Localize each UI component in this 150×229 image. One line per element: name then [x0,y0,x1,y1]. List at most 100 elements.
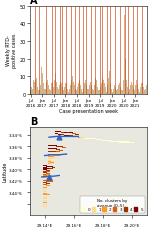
Bar [57,87,58,94]
Bar [50,145,54,146]
Bar [84,138,88,139]
Bar [40,86,41,94]
Bar [60,82,61,94]
Bar [127,87,128,94]
Bar [48,156,51,157]
Bar [81,89,82,94]
Bar [78,137,82,138]
Bar [55,74,56,94]
Bar [117,89,118,94]
Bar [34,82,35,94]
Bar [86,86,87,94]
Bar [122,91,123,94]
Bar [116,141,120,142]
Bar [59,86,60,94]
Bar [46,82,47,94]
Bar [43,187,47,188]
Bar [48,159,51,160]
Bar [95,79,96,94]
Bar [87,138,91,139]
Bar [50,162,54,164]
Bar [108,140,111,141]
Bar [84,84,85,94]
Bar [126,80,127,94]
Bar [98,91,99,94]
Bar [43,182,47,183]
Bar [48,160,51,161]
Bar [128,93,129,94]
Bar [72,136,76,138]
Bar [89,86,90,94]
Bar [44,89,45,94]
Bar [82,93,83,94]
Bar [52,167,56,168]
Bar [48,148,51,149]
Bar [58,91,59,94]
Bar [53,146,57,147]
Bar [40,80,41,94]
Bar [75,136,79,138]
Bar [104,84,105,94]
Bar [79,80,80,94]
Bar [61,134,64,135]
Bar [121,91,122,94]
Bar [64,87,65,94]
Bar [97,86,98,94]
Bar [49,169,52,170]
Bar [32,89,33,94]
Bar [59,150,63,151]
Bar [123,80,124,94]
Bar [46,185,50,186]
Bar [56,155,60,156]
Bar [43,206,47,207]
Bar [50,151,54,152]
X-axis label: Longitude: Longitude [76,228,101,229]
Bar [43,177,47,178]
Bar [135,86,136,94]
Bar [85,80,86,94]
Bar [110,84,111,94]
Bar [101,84,102,94]
Bar [66,84,67,94]
Bar [119,142,123,143]
Bar [67,133,70,134]
Bar [88,89,89,94]
Bar [70,84,71,94]
Bar [132,86,133,94]
Bar [144,91,145,94]
Bar [73,82,74,94]
Bar [65,84,66,94]
Bar [56,82,57,94]
X-axis label: Case presentation week: Case presentation week [59,109,118,114]
Bar [96,140,99,141]
Bar [39,91,40,94]
Bar [46,176,50,177]
Bar [50,154,54,155]
Bar [112,93,113,94]
Bar [143,87,144,94]
Bar [43,171,47,172]
Bar [76,91,77,94]
Bar [103,80,104,94]
Bar [72,77,73,94]
Bar [50,91,51,94]
Bar [35,80,36,94]
Bar [43,168,47,169]
Bar [99,140,102,141]
Bar [113,141,117,142]
Bar [43,204,47,205]
Bar [80,86,81,94]
Bar [111,89,112,94]
Bar [49,166,52,167]
Bar [42,74,43,94]
Bar [54,80,55,94]
Bar [110,141,114,142]
Bar [72,134,76,135]
Bar [99,91,100,94]
Bar [106,93,107,94]
Bar [48,145,51,146]
Bar [43,180,47,181]
Bar [50,159,54,160]
Bar [134,91,135,94]
Bar [91,86,92,94]
